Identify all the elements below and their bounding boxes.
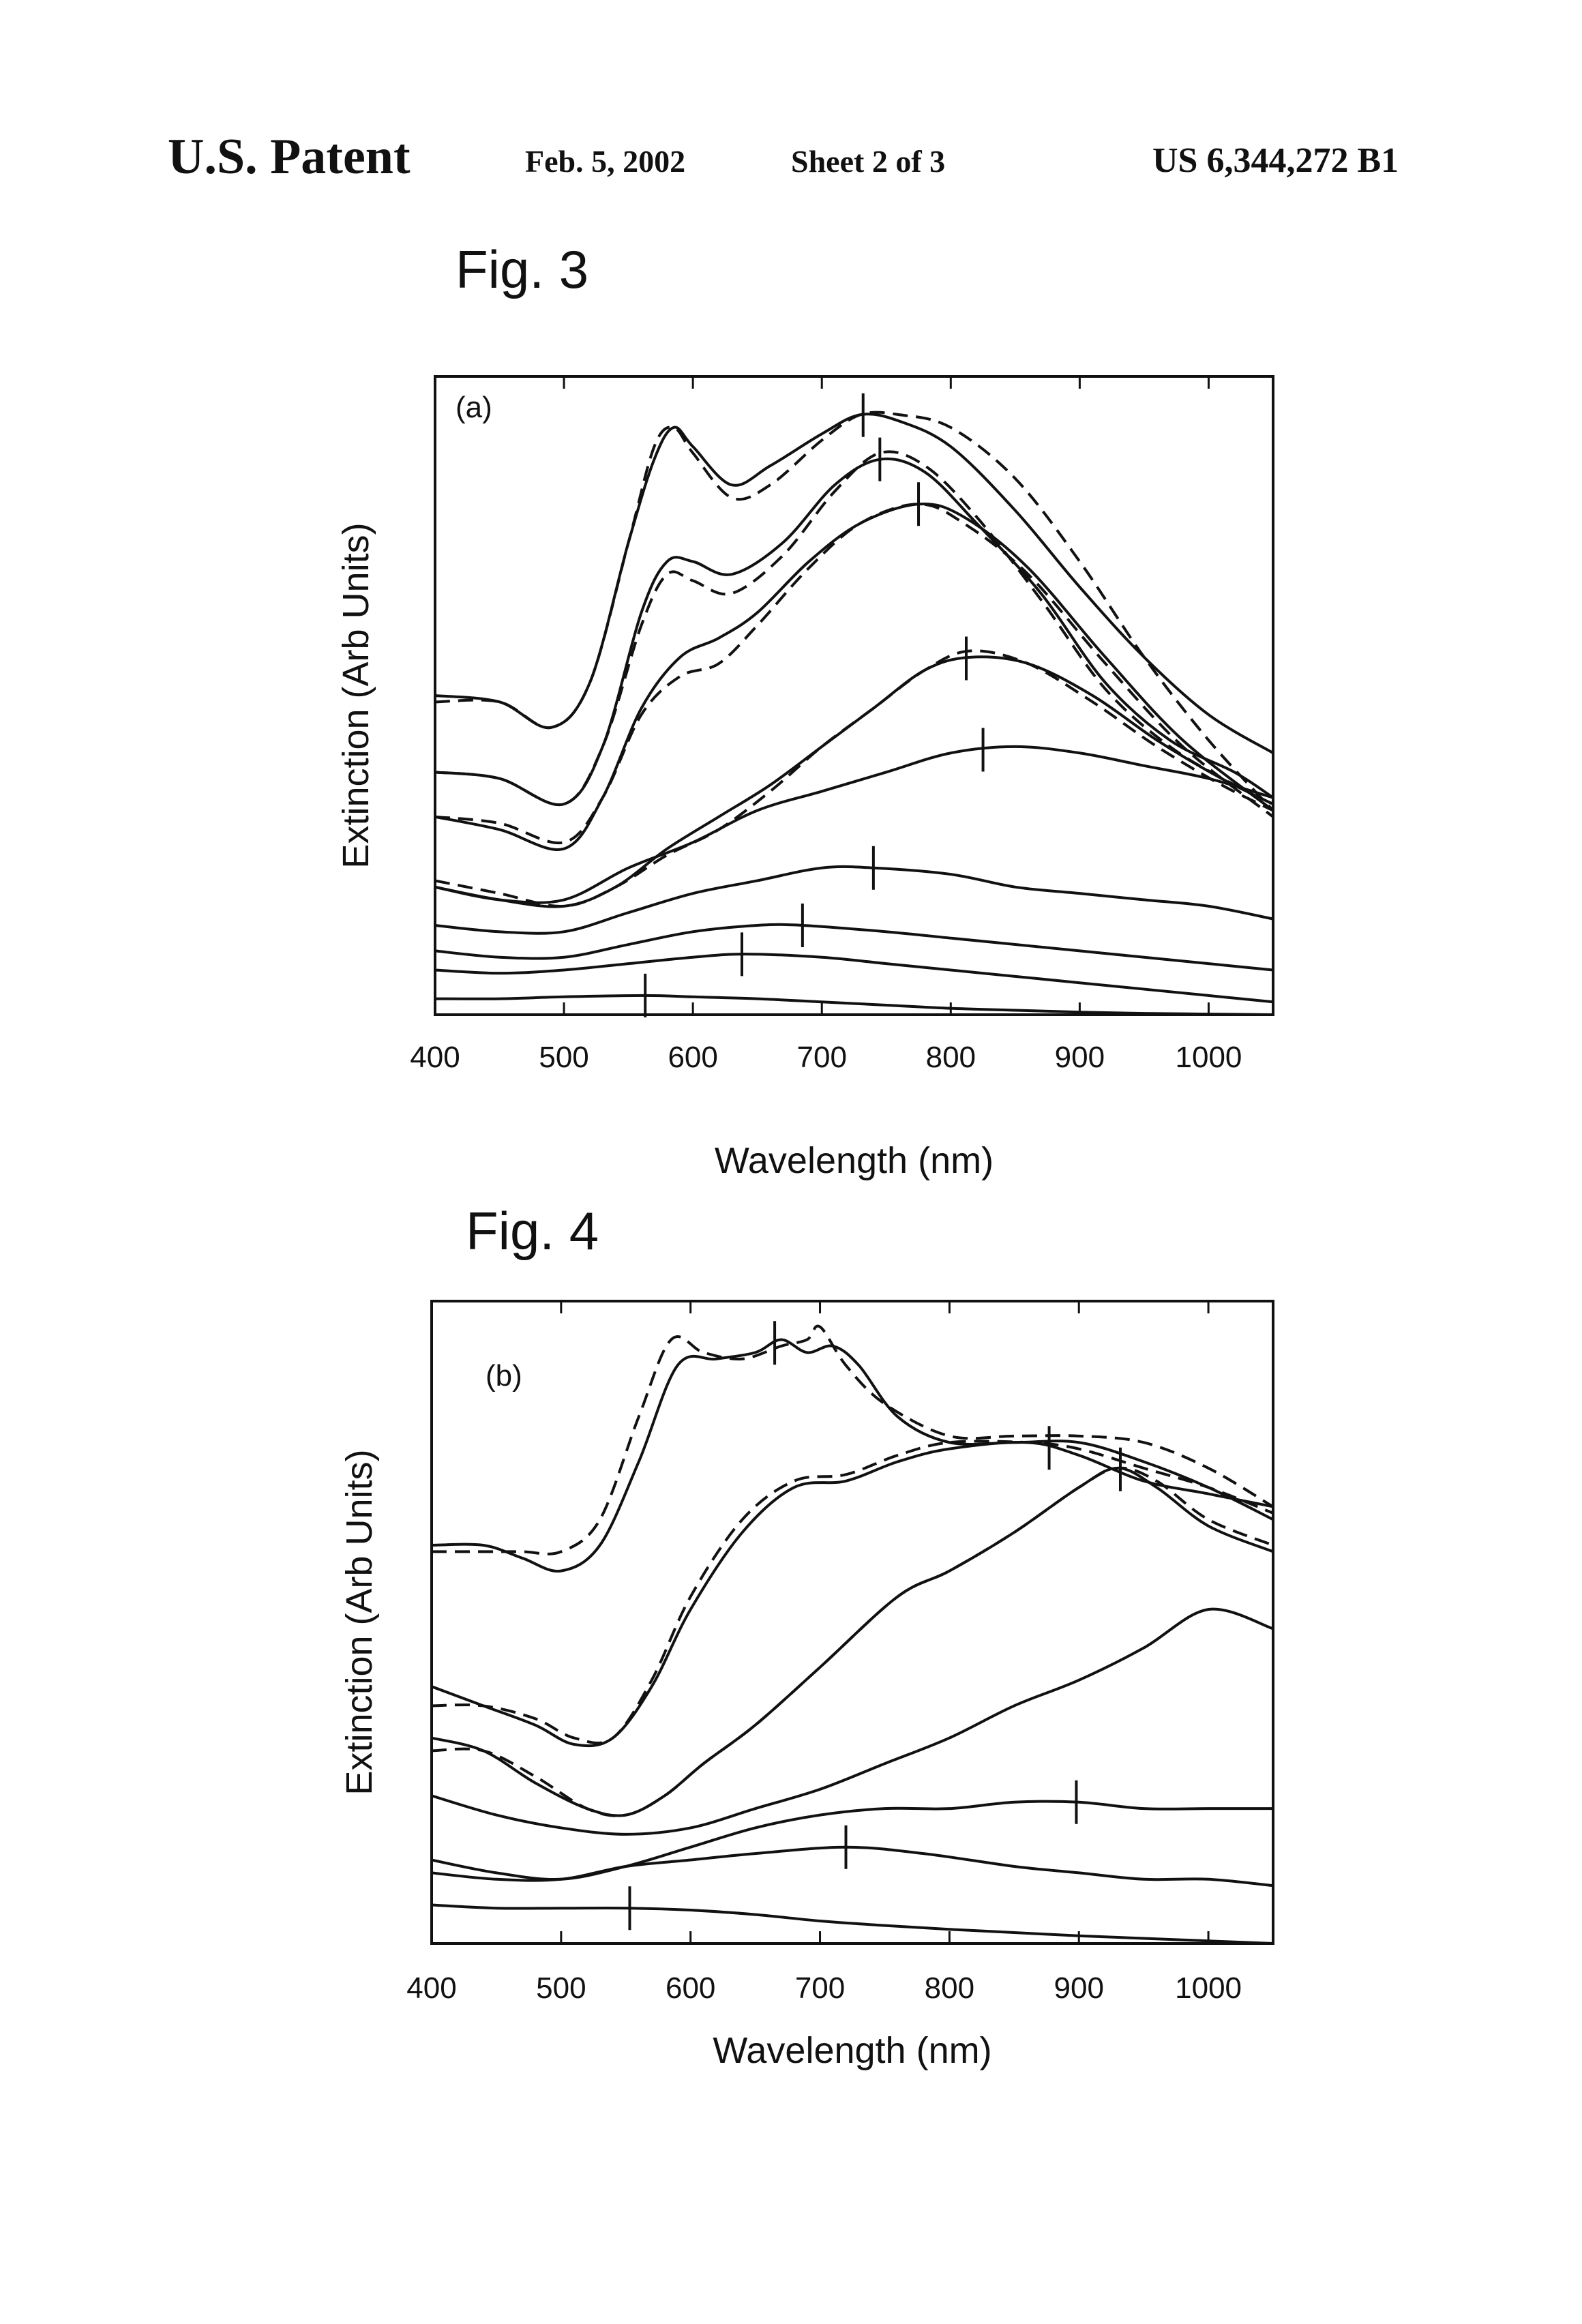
chart-panel-b: 400 500 600 700 800 900 1000 Wavelength (nm) Ext… xyxy=(339,1301,1273,2071)
x-tick-label: 700 xyxy=(795,1971,845,2005)
series-line-solid xyxy=(435,996,1273,1015)
series-line-solid xyxy=(435,954,1273,1002)
x-tick-label: 800 xyxy=(926,1041,976,1074)
x-tick-label: 900 xyxy=(1054,1971,1104,2005)
series-line-dashed xyxy=(435,504,1273,843)
y-axis-title: Extinction (Arb Units) xyxy=(335,522,376,868)
x-tick-label: 800 xyxy=(925,1971,974,2005)
series-line-solid xyxy=(435,414,1273,753)
x-tick-label: 700 xyxy=(797,1041,847,1074)
series-line-solid xyxy=(435,504,1273,850)
chart-panel-a: 400 500 600 700 800 900 1000 Wavelength (nm) Ext… xyxy=(335,376,1273,1181)
x-tick-label: 900 xyxy=(1055,1041,1105,1074)
series-line-dashed xyxy=(432,1468,1273,1816)
series-line-solid xyxy=(432,1847,1273,1886)
x-tick-label: 1000 xyxy=(1175,1971,1242,2005)
series-line-solid xyxy=(432,1802,1273,1879)
panel-label: (a) xyxy=(456,391,492,424)
x-tick-label: 400 xyxy=(410,1041,460,1074)
series-line-dashed xyxy=(435,451,1273,805)
x-tick-label: 500 xyxy=(539,1041,588,1074)
series-line-dashed xyxy=(432,1441,1273,1743)
x-axis-title: Wavelength (nm) xyxy=(715,1140,994,1181)
series-line-solid xyxy=(435,459,1273,805)
x-tick-label: 500 xyxy=(536,1971,586,2005)
series-line-solid xyxy=(432,1609,1273,1834)
series-line-solid xyxy=(432,1340,1273,1572)
y-axis-title: Extinction (Arb Units) xyxy=(339,1449,380,1795)
x-tick-label: 1000 xyxy=(1176,1041,1242,1074)
series-line-solid xyxy=(435,747,1273,903)
x-tick-label: 600 xyxy=(666,1971,715,2005)
x-tick-label: 400 xyxy=(406,1971,456,2005)
series-line-solid xyxy=(432,1442,1273,1746)
panel-label: (b) xyxy=(486,1359,522,1392)
x-axis-title: Wavelength (nm) xyxy=(713,2030,991,2071)
x-tick-label: 600 xyxy=(668,1041,717,1074)
series-line-solid xyxy=(432,1905,1273,1943)
series-line-solid xyxy=(432,1468,1273,1816)
